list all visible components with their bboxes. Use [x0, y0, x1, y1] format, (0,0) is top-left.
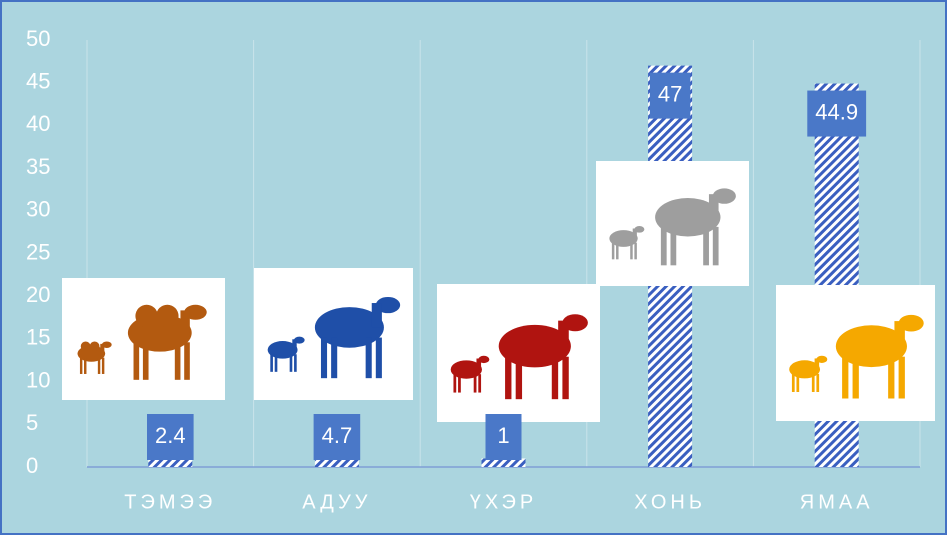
silhouette [661, 227, 667, 265]
silhouette [796, 374, 799, 392]
silhouette [331, 338, 337, 379]
silhouette [562, 357, 568, 399]
silhouette [478, 374, 481, 392]
x-tick-label: АДУУ [302, 491, 371, 513]
silhouette [275, 354, 278, 372]
animal-picture [254, 268, 413, 400]
x-tick-label: ТЭМЭЭ [124, 491, 216, 513]
silhouette [633, 229, 637, 239]
silhouette [98, 358, 100, 374]
silhouette [184, 342, 190, 380]
silhouette [453, 374, 456, 392]
silhouette [134, 342, 140, 380]
silhouette [294, 354, 297, 372]
silhouette [816, 374, 819, 392]
background [1, 1, 946, 534]
y-tick-label: 20 [26, 282, 50, 307]
y-tick-label: 25 [26, 239, 50, 264]
y-tick-label: 45 [26, 69, 50, 94]
silhouette [552, 357, 558, 399]
silhouette [143, 342, 149, 380]
chart: 0 5 10 15 20 25 30 35 40 45 50 ТЭМЭЭ АДУУ ҮХЭР ХОНЬ ЯМА… [0, 0, 947, 535]
silhouette [516, 357, 522, 399]
y-tick-label: 5 [26, 410, 38, 435]
x-tick-label: ЯМАА [800, 491, 874, 513]
silhouette [100, 344, 104, 354]
silhouette [894, 321, 904, 346]
silhouette [80, 358, 82, 374]
value-label: 44.9 [815, 99, 858, 124]
value-label: 1 [497, 423, 509, 448]
silhouette [270, 354, 273, 372]
x-tick-label: ҮХЭР [470, 491, 538, 513]
animal-picture [596, 161, 749, 286]
silhouette [842, 357, 848, 399]
silhouette [505, 357, 511, 399]
silhouette [292, 339, 296, 350]
silhouette [634, 243, 637, 260]
animal-picture [776, 285, 935, 421]
silhouette [135, 305, 158, 328]
x-tick-label: ХОНЬ [634, 491, 706, 513]
silhouette [290, 354, 293, 372]
y-tick-label: 50 [26, 26, 50, 51]
silhouette [156, 305, 179, 328]
silhouette [474, 374, 477, 392]
animal-picture [437, 284, 600, 422]
silhouette [102, 358, 104, 374]
silhouette [815, 358, 820, 369]
silhouette [670, 227, 676, 265]
silhouette [616, 243, 619, 260]
y-tick-label: 40 [26, 111, 50, 136]
silhouette [366, 338, 372, 379]
silhouette [713, 227, 719, 265]
silhouette [372, 303, 382, 327]
silhouette [899, 357, 905, 399]
silhouette [792, 374, 795, 392]
silhouette [709, 194, 719, 217]
silhouette [630, 243, 633, 260]
y-tick-label: 35 [26, 154, 50, 179]
value-label: 4.7 [322, 423, 353, 448]
y-tick-label: 10 [26, 367, 50, 392]
silhouette [84, 358, 86, 374]
silhouette [812, 374, 815, 392]
silhouette [476, 359, 481, 370]
silhouette [81, 341, 91, 351]
silhouette [853, 357, 859, 399]
value-label: 2.4 [155, 423, 186, 448]
silhouette [888, 357, 894, 399]
silhouette [175, 342, 181, 380]
animal-picture [62, 278, 225, 400]
silhouette [558, 321, 569, 346]
silhouette [703, 227, 709, 265]
value-label: 47 [658, 81, 682, 106]
silhouette [321, 338, 327, 379]
silhouette [180, 310, 189, 333]
silhouette [612, 243, 615, 260]
silhouette [376, 338, 382, 379]
silhouette [90, 341, 100, 351]
y-tick-label: 15 [26, 325, 50, 350]
y-tick-label: 30 [26, 197, 50, 222]
silhouette [458, 374, 461, 392]
y-tick-label: 0 [26, 453, 38, 478]
